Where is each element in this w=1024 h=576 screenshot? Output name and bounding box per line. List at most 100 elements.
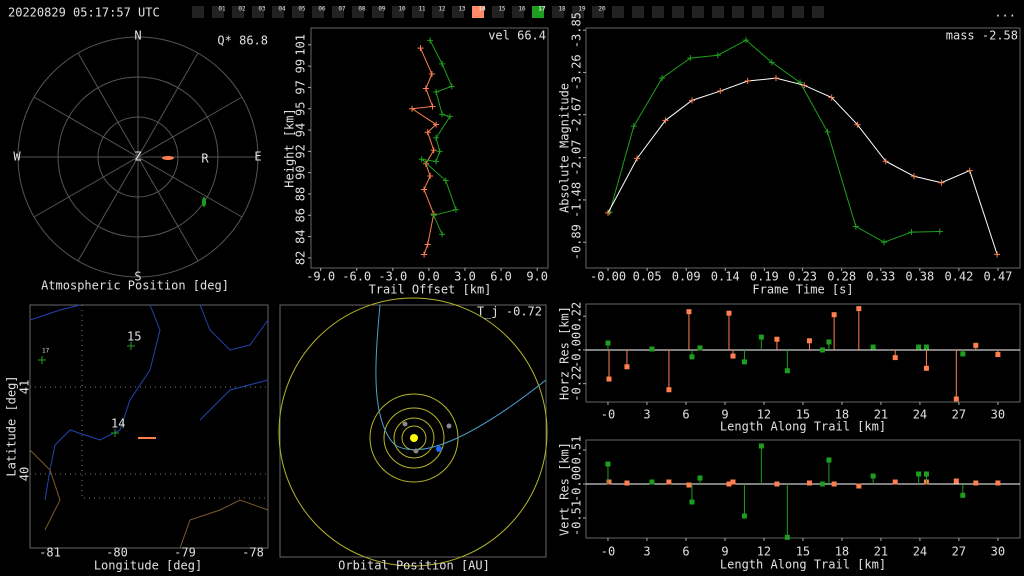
- map-y-label: Latitude [deg]: [5, 375, 19, 476]
- x-tick-label: 0.09: [672, 270, 701, 284]
- plot-frame: [310, 27, 549, 269]
- data-point: [938, 179, 945, 186]
- sky-marker: R: [201, 152, 209, 166]
- data-point: [606, 376, 612, 382]
- data-point: [421, 251, 428, 258]
- data-point: [936, 228, 943, 235]
- station-box[interactable]: [492, 6, 504, 18]
- data-point: [923, 471, 929, 477]
- x-tick-label: 30: [991, 545, 1005, 559]
- y-tick-label: -0.00: [570, 332, 584, 368]
- data-point: [686, 482, 692, 488]
- data-point: [624, 480, 630, 486]
- y-tick-label: -2.67: [570, 97, 584, 133]
- x-axis-label: Frame Time [s]: [752, 283, 853, 297]
- data-point: [801, 82, 808, 89]
- station-box[interactable]: [472, 6, 484, 18]
- station-box[interactable]: [412, 6, 424, 18]
- data-point: [826, 339, 832, 345]
- y-tick-label: 101: [294, 34, 308, 56]
- menu[interactable]: ...: [994, 6, 1016, 20]
- data-point: [424, 129, 431, 136]
- data-point: [916, 344, 922, 350]
- station-label: 04: [278, 6, 286, 13]
- station-box[interactable]: [572, 6, 584, 18]
- station-box[interactable]: [252, 6, 264, 18]
- x-tick-label: 3: [643, 545, 650, 559]
- orbit-title: Orbital Position [AU]: [338, 559, 490, 573]
- x-tick-label: 0.28: [827, 270, 856, 284]
- y-tick-label: 0.51: [570, 436, 584, 465]
- x-tick-label: 0.14: [711, 270, 740, 284]
- station-box[interactable]: [232, 6, 244, 18]
- data-point: [973, 342, 979, 348]
- data-point: [910, 173, 917, 180]
- data-point: [774, 336, 780, 342]
- data-point: [806, 480, 812, 486]
- data-point: [892, 355, 898, 361]
- zenith-label: Z: [134, 150, 141, 164]
- station-box[interactable]: [592, 6, 604, 18]
- data-point: [714, 52, 721, 59]
- station-box: [792, 6, 804, 18]
- map-x-tick: -79: [174, 546, 196, 560]
- station-box[interactable]: [432, 6, 444, 18]
- station-label: 09: [378, 6, 386, 13]
- station-box[interactable]: [332, 6, 344, 18]
- data-point: [824, 128, 831, 135]
- station-label: 06: [318, 6, 326, 13]
- data-point: [717, 88, 724, 95]
- station-box[interactable]: [212, 6, 224, 18]
- data-point: [953, 396, 959, 402]
- map-y-tick: 40: [18, 467, 32, 481]
- data-point: [854, 121, 861, 128]
- station-box[interactable]: [552, 6, 564, 18]
- data-point: [744, 78, 751, 85]
- station-box[interactable]: [452, 6, 464, 18]
- station-label: 18: [558, 6, 566, 13]
- station-box[interactable]: [272, 6, 284, 18]
- x-tick-label: 0.19: [750, 270, 779, 284]
- station-label: 02: [238, 6, 246, 13]
- data-point: [758, 334, 764, 340]
- orbit-annotation: T_j -0.72: [477, 305, 542, 319]
- station-label: 14: [478, 6, 486, 13]
- station-box[interactable]: [392, 6, 404, 18]
- data-point: [606, 479, 612, 485]
- data-point: [687, 55, 694, 62]
- data-point: [634, 155, 641, 162]
- x-tick-label: 21: [874, 408, 888, 422]
- station-box[interactable]: [312, 6, 324, 18]
- data-point: [730, 353, 736, 359]
- x-tick-label: -0.00: [590, 270, 626, 284]
- data-point: [908, 229, 915, 236]
- data-point: [649, 346, 655, 352]
- station-box: [772, 6, 784, 18]
- data-point: [831, 481, 837, 487]
- data-point: [624, 364, 630, 370]
- data-point: [433, 134, 440, 141]
- station-box: [712, 6, 724, 18]
- data-point: [768, 59, 775, 66]
- x-tick-label: -9.0: [306, 270, 335, 284]
- station-box[interactable]: [352, 6, 364, 18]
- station-label: 13: [458, 6, 466, 13]
- station-box[interactable]: [292, 6, 304, 18]
- station-box[interactable]: [372, 6, 384, 18]
- y-tick-label: -2.07: [570, 140, 584, 176]
- data-point: [697, 345, 703, 351]
- map-x-label: Longitude [deg]: [94, 559, 202, 573]
- y-tick-label: -1.48: [570, 182, 584, 218]
- y-tick-label: -0.22: [570, 366, 584, 402]
- data-point: [923, 365, 929, 371]
- data-point: [856, 306, 862, 312]
- y-axis-label: Height [km]: [283, 108, 297, 187]
- station-box: [812, 6, 824, 18]
- station-box[interactable]: [532, 6, 544, 18]
- y-axis-label: Absolute Magnitude: [558, 83, 572, 213]
- station-box[interactable]: [512, 6, 524, 18]
- data-point: [819, 481, 825, 487]
- y-tick-label: 82: [294, 251, 308, 265]
- data-point: [689, 354, 695, 360]
